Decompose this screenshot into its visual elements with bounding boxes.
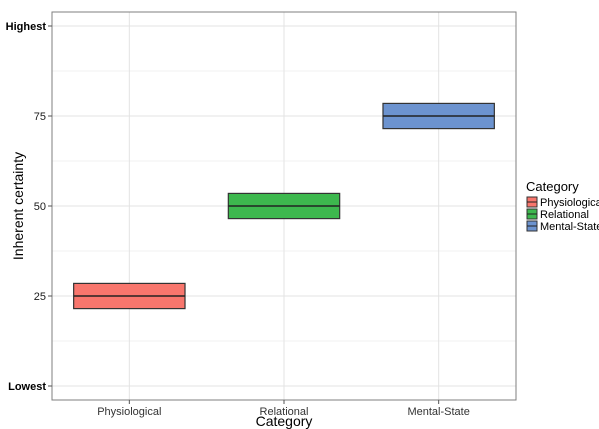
box-relational — [227, 192, 341, 220]
legend-label: Relational — [540, 209, 589, 221]
box-mental-state — [382, 102, 495, 130]
y-tick-label: 75 — [34, 111, 46, 123]
legend-item-relational: Relational — [526, 208, 589, 221]
legend-title: Category — [526, 179, 579, 194]
y-axis-title: Inherent certainty — [10, 152, 26, 260]
legend-item-mental-state: Mental-State — [526, 220, 599, 233]
x-axis-title: Category — [256, 413, 313, 429]
box-layer — [73, 102, 495, 310]
legend: Category PhysiologicalRelationalMental-S… — [526, 179, 599, 233]
box-physiological — [73, 282, 186, 310]
y-tick-label: 50 — [34, 201, 46, 213]
legend-label: Mental-State — [540, 221, 599, 233]
y-tick-label: Highest — [6, 21, 47, 33]
y-tick-label: 25 — [34, 291, 46, 303]
y-tick-label: Lowest — [8, 381, 46, 393]
x-tick-labels: Physiological Relational Mental-State — [97, 400, 470, 418]
legend-item-physiological: Physiological — [526, 196, 599, 209]
x-tick-label: Relational — [260, 406, 309, 418]
x-tick-label: Mental-State — [407, 406, 469, 418]
x-tick-label: Physiological — [97, 406, 161, 418]
legend-label: Physiological — [540, 197, 599, 209]
y-tick-labels: Highest 75 50 25 Lowest — [6, 21, 52, 393]
